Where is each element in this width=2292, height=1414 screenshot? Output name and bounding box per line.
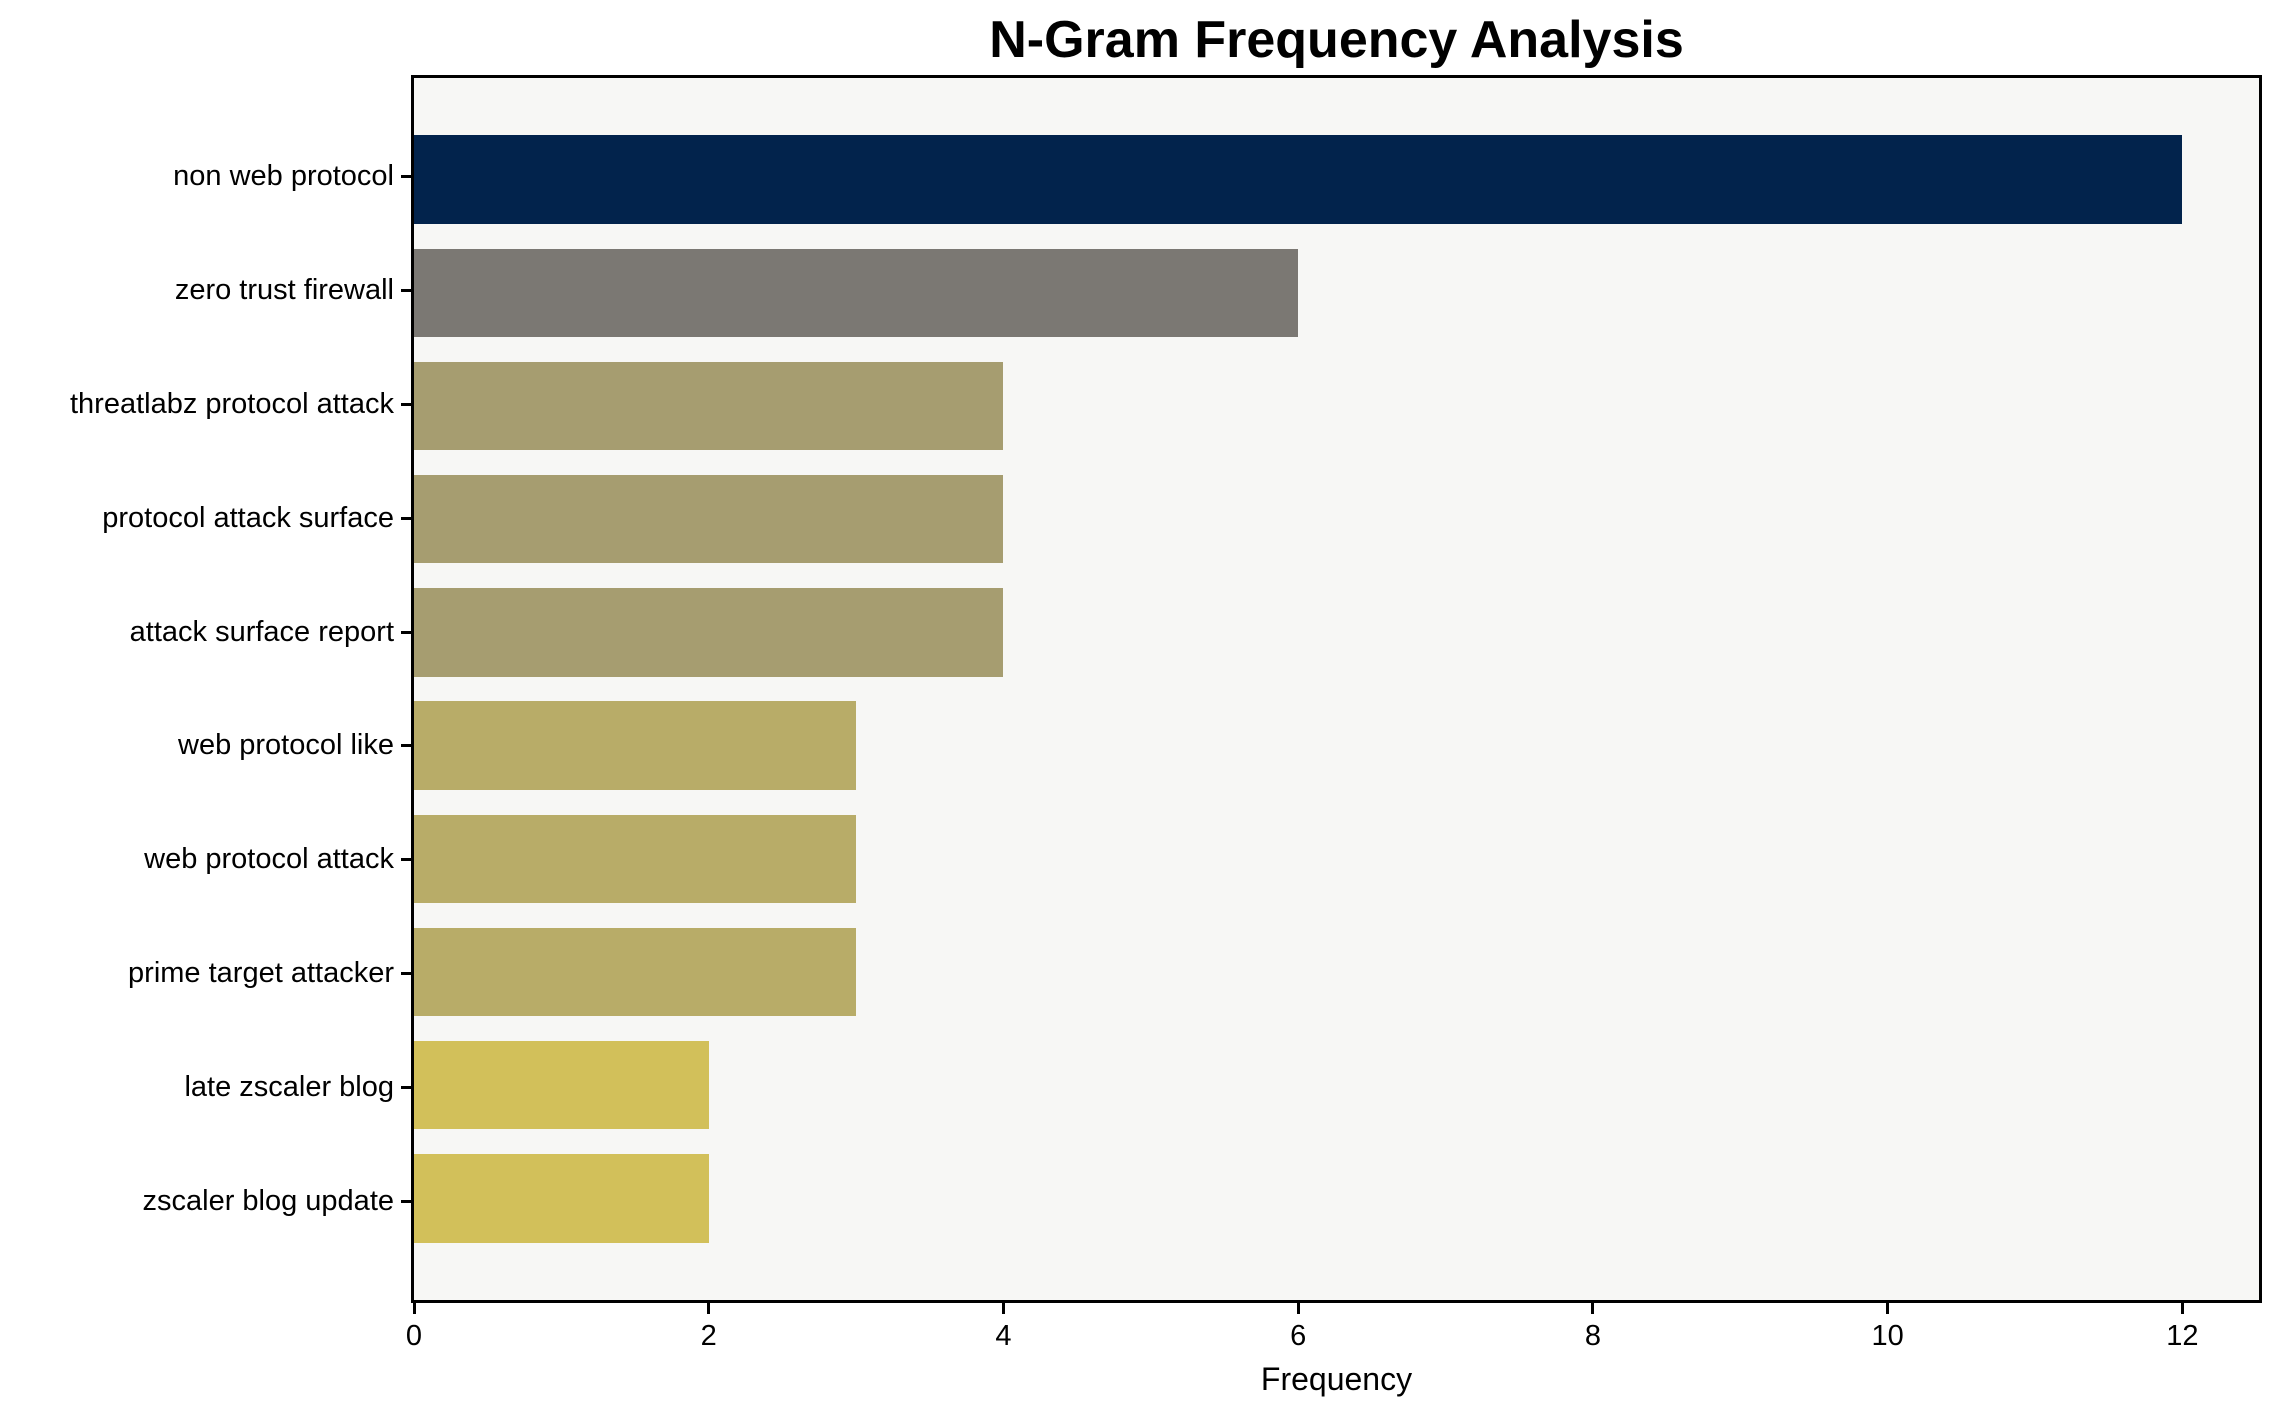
y-tick-label: prime target attacker — [128, 957, 394, 989]
bar-late-zscaler-blog — [414, 1041, 709, 1130]
y-tick — [401, 972, 411, 975]
bar-row — [414, 1029, 2259, 1142]
y-tick-label: protocol attack surface — [102, 501, 394, 534]
chart-title: N-Gram Frequency Analysis — [989, 11, 1684, 69]
x-tick-label: 0 — [405, 1320, 423, 1352]
x-tick — [412, 1303, 416, 1314]
x-tick — [2180, 1303, 2184, 1314]
x-tick-label: 12 — [2166, 1320, 2199, 1352]
bar-threatlabz-protocol-attack — [414, 361, 1004, 451]
bar-row — [414, 123, 2259, 236]
bar-prime-target-attacker — [414, 927, 857, 1017]
bars-container — [414, 78, 2259, 1300]
y-tick-label: attack surface report — [129, 615, 394, 648]
y-tick — [401, 516, 411, 520]
bar-web-protocol-like — [414, 701, 857, 790]
x-tick — [1591, 1303, 1595, 1314]
y-tick-label: zero trust firewall — [174, 274, 394, 307]
y-tick-label: threatlabz protocol attack — [69, 388, 394, 420]
y-tick-label: web protocol like — [178, 729, 394, 762]
bar-row — [414, 463, 2259, 576]
bar-row — [414, 915, 2259, 1028]
x-tick — [1296, 1303, 1300, 1314]
y-tick — [401, 403, 411, 406]
y-tick — [401, 175, 411, 179]
y-tick — [401, 858, 411, 862]
x-tick — [707, 1303, 711, 1314]
bar-attack-surface-report — [414, 588, 1004, 677]
x-tick-label: 4 — [995, 1320, 1012, 1352]
x-tick — [1886, 1303, 1890, 1314]
bar-non-web-protocol — [414, 135, 2183, 224]
bar-zscaler-blog-update — [414, 1154, 709, 1243]
y-tick — [401, 630, 411, 634]
bar-row — [414, 576, 2259, 689]
bar-protocol-attack-surface — [414, 475, 1004, 564]
bar-row — [414, 236, 2259, 349]
y-tick — [401, 1085, 411, 1089]
bar-row — [414, 1142, 2259, 1255]
x-tick — [1001, 1303, 1005, 1314]
bar-row — [414, 689, 2259, 802]
y-tick-label: non web protocol — [173, 160, 394, 193]
x-tick-label: 8 — [1584, 1320, 1601, 1352]
bar-row — [414, 349, 2259, 462]
y-tick — [401, 289, 411, 293]
bar-web-protocol-attack — [414, 814, 857, 903]
x-tick-label: 10 — [1871, 1320, 1904, 1352]
x-tick-label: 2 — [700, 1320, 717, 1352]
y-tick-label: zscaler blog update — [142, 1184, 395, 1217]
y-tick — [401, 1199, 411, 1203]
x-tick-label: 6 — [1290, 1320, 1307, 1352]
plot-area — [411, 75, 2262, 1303]
bar-row — [414, 802, 2259, 915]
y-tick — [401, 744, 411, 748]
y-tick-label: late zscaler blog — [184, 1070, 394, 1103]
y-tick-label: web protocol attack — [144, 843, 394, 876]
bar-zero-trust-firewall — [414, 248, 1299, 337]
x-axis-title: Frequency — [1260, 1361, 1413, 1397]
